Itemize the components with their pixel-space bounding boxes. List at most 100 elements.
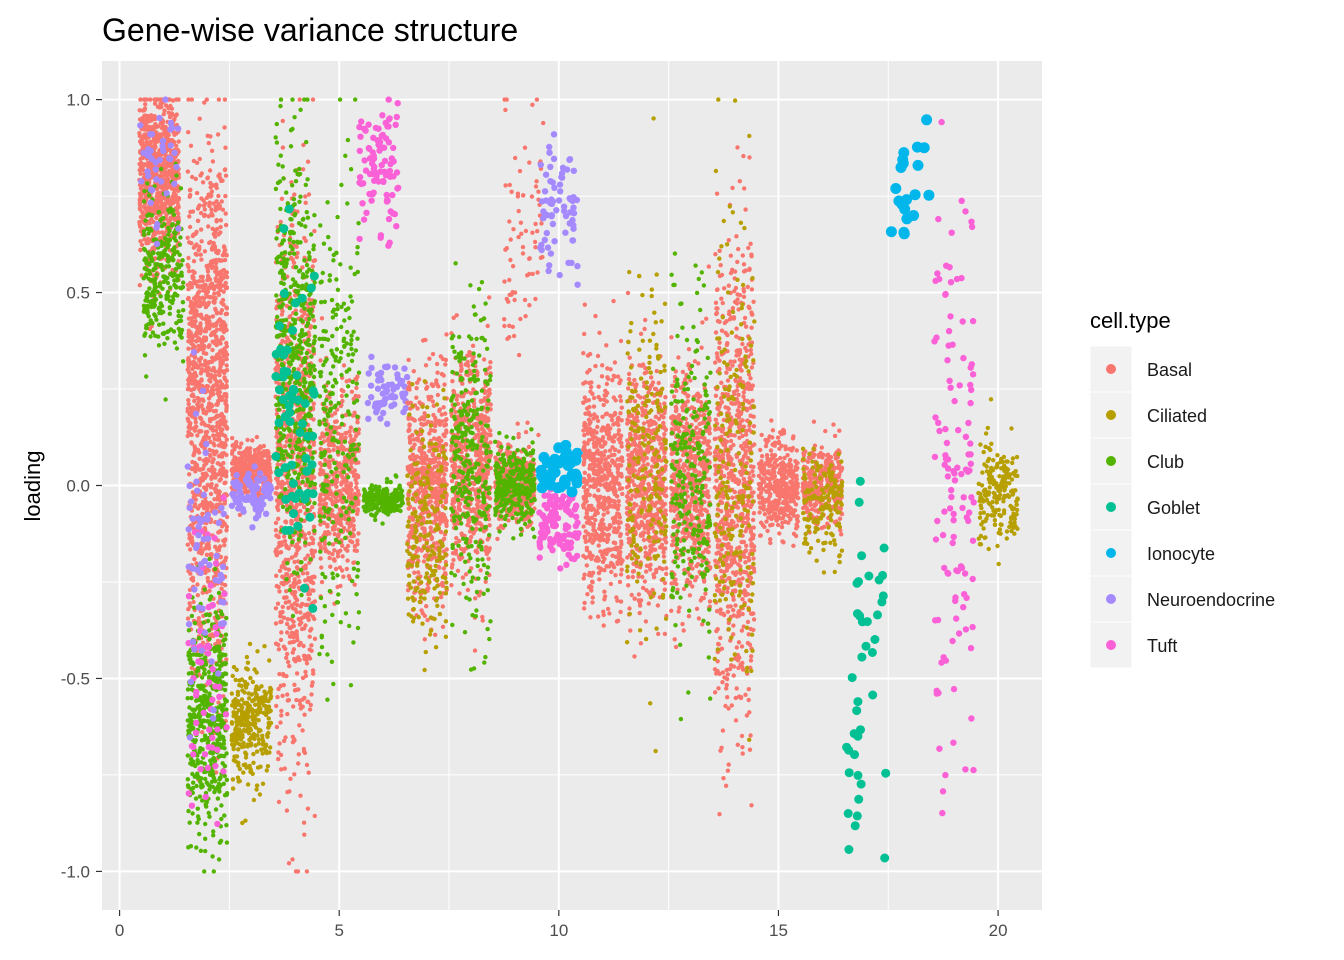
data-point (213, 373, 218, 378)
data-point (233, 442, 238, 447)
data-point (198, 252, 203, 257)
data-point (209, 189, 215, 194)
data-point (157, 281, 163, 286)
data-point (174, 346, 180, 351)
data-point (274, 573, 279, 578)
data-point (236, 747, 241, 752)
data-point (189, 322, 194, 327)
data-point (195, 806, 200, 811)
data-point (294, 551, 299, 556)
data-point (304, 762, 310, 768)
data-point (217, 366, 222, 372)
data-point (240, 733, 245, 738)
data-point (185, 753, 190, 758)
data-point (206, 810, 211, 816)
data-point (202, 207, 207, 212)
data-point (289, 519, 294, 524)
data-point (162, 96, 169, 103)
data-point (158, 183, 163, 188)
data-point (192, 380, 198, 385)
data-point (217, 620, 225, 627)
data-point (173, 266, 178, 272)
data-point (153, 333, 158, 338)
data-point (285, 545, 291, 550)
data-point (203, 499, 209, 505)
data-point (288, 634, 293, 639)
data-point (249, 692, 254, 697)
data-point (273, 528, 279, 533)
data-point (167, 237, 173, 243)
data-point (170, 98, 176, 103)
data-point (193, 719, 200, 727)
data-point (273, 520, 279, 526)
data-point (210, 355, 215, 360)
data-point (196, 295, 201, 300)
data-point (254, 670, 259, 675)
data-point (297, 97, 302, 102)
data-point (154, 272, 159, 277)
data-point (223, 145, 228, 150)
data-point (185, 262, 190, 268)
data-point (287, 428, 292, 433)
data-point (206, 140, 211, 146)
data-point (261, 449, 266, 454)
data-point (196, 343, 201, 349)
data-point (230, 777, 236, 782)
data-point (175, 262, 180, 267)
data-point (240, 688, 245, 693)
data-point (166, 218, 171, 224)
data-point (189, 670, 194, 676)
data-point (287, 443, 292, 448)
data-point (235, 715, 240, 720)
data-point (209, 372, 214, 378)
data-point (268, 685, 273, 691)
data-point (185, 687, 191, 692)
data-point (208, 594, 214, 599)
data-point (283, 487, 288, 492)
data-point (160, 122, 165, 127)
data-point (302, 258, 307, 263)
data-point (310, 455, 315, 461)
data-point (209, 207, 214, 212)
data-point (145, 308, 150, 313)
data-point (189, 695, 194, 701)
data-point (235, 740, 240, 746)
data-point (294, 244, 299, 249)
data-point (193, 466, 198, 471)
data-point (221, 267, 227, 273)
data-point (148, 334, 153, 339)
data-point (244, 765, 249, 770)
data-point (292, 593, 297, 598)
data-point (217, 279, 223, 285)
data-point (145, 311, 150, 316)
data-point (284, 621, 290, 627)
data-point (263, 743, 268, 749)
data-point (276, 162, 281, 167)
data-point (296, 761, 301, 766)
data-point (218, 703, 224, 708)
data-point (308, 311, 313, 316)
data-point (223, 401, 228, 406)
data-point (224, 311, 230, 316)
data-point (279, 196, 285, 201)
data-point (198, 415, 203, 420)
data-point (311, 588, 316, 593)
data-point (224, 615, 229, 621)
data-point (288, 625, 293, 631)
data-point (198, 467, 203, 472)
data-point (204, 516, 211, 523)
data-point (223, 193, 228, 199)
data-point (262, 644, 267, 649)
data-point (137, 108, 142, 113)
data-point (166, 264, 172, 269)
data-point (193, 416, 198, 421)
data-point (255, 649, 260, 654)
data-point (165, 245, 170, 250)
data-point (209, 744, 216, 751)
data-point (189, 440, 194, 445)
data-point (224, 528, 229, 533)
data-point (304, 210, 309, 215)
data-point (177, 242, 182, 247)
data-point (161, 249, 166, 254)
data-point (138, 247, 143, 253)
